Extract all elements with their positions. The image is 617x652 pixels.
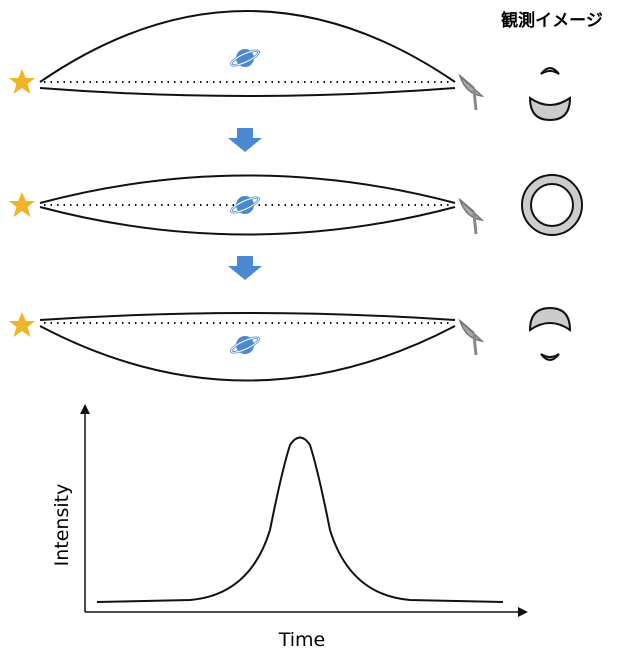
light-curve-graph: Intensity Time xyxy=(51,404,528,651)
y-axis-label: Intensity xyxy=(51,484,73,567)
row-3 xyxy=(9,308,570,381)
row-2 xyxy=(9,175,582,235)
row-1 xyxy=(9,11,570,120)
diagram: 観測イメージ Intensity xyxy=(0,0,617,652)
x-axis-label: Time xyxy=(278,629,326,651)
title: 観測イメージ xyxy=(501,10,603,31)
